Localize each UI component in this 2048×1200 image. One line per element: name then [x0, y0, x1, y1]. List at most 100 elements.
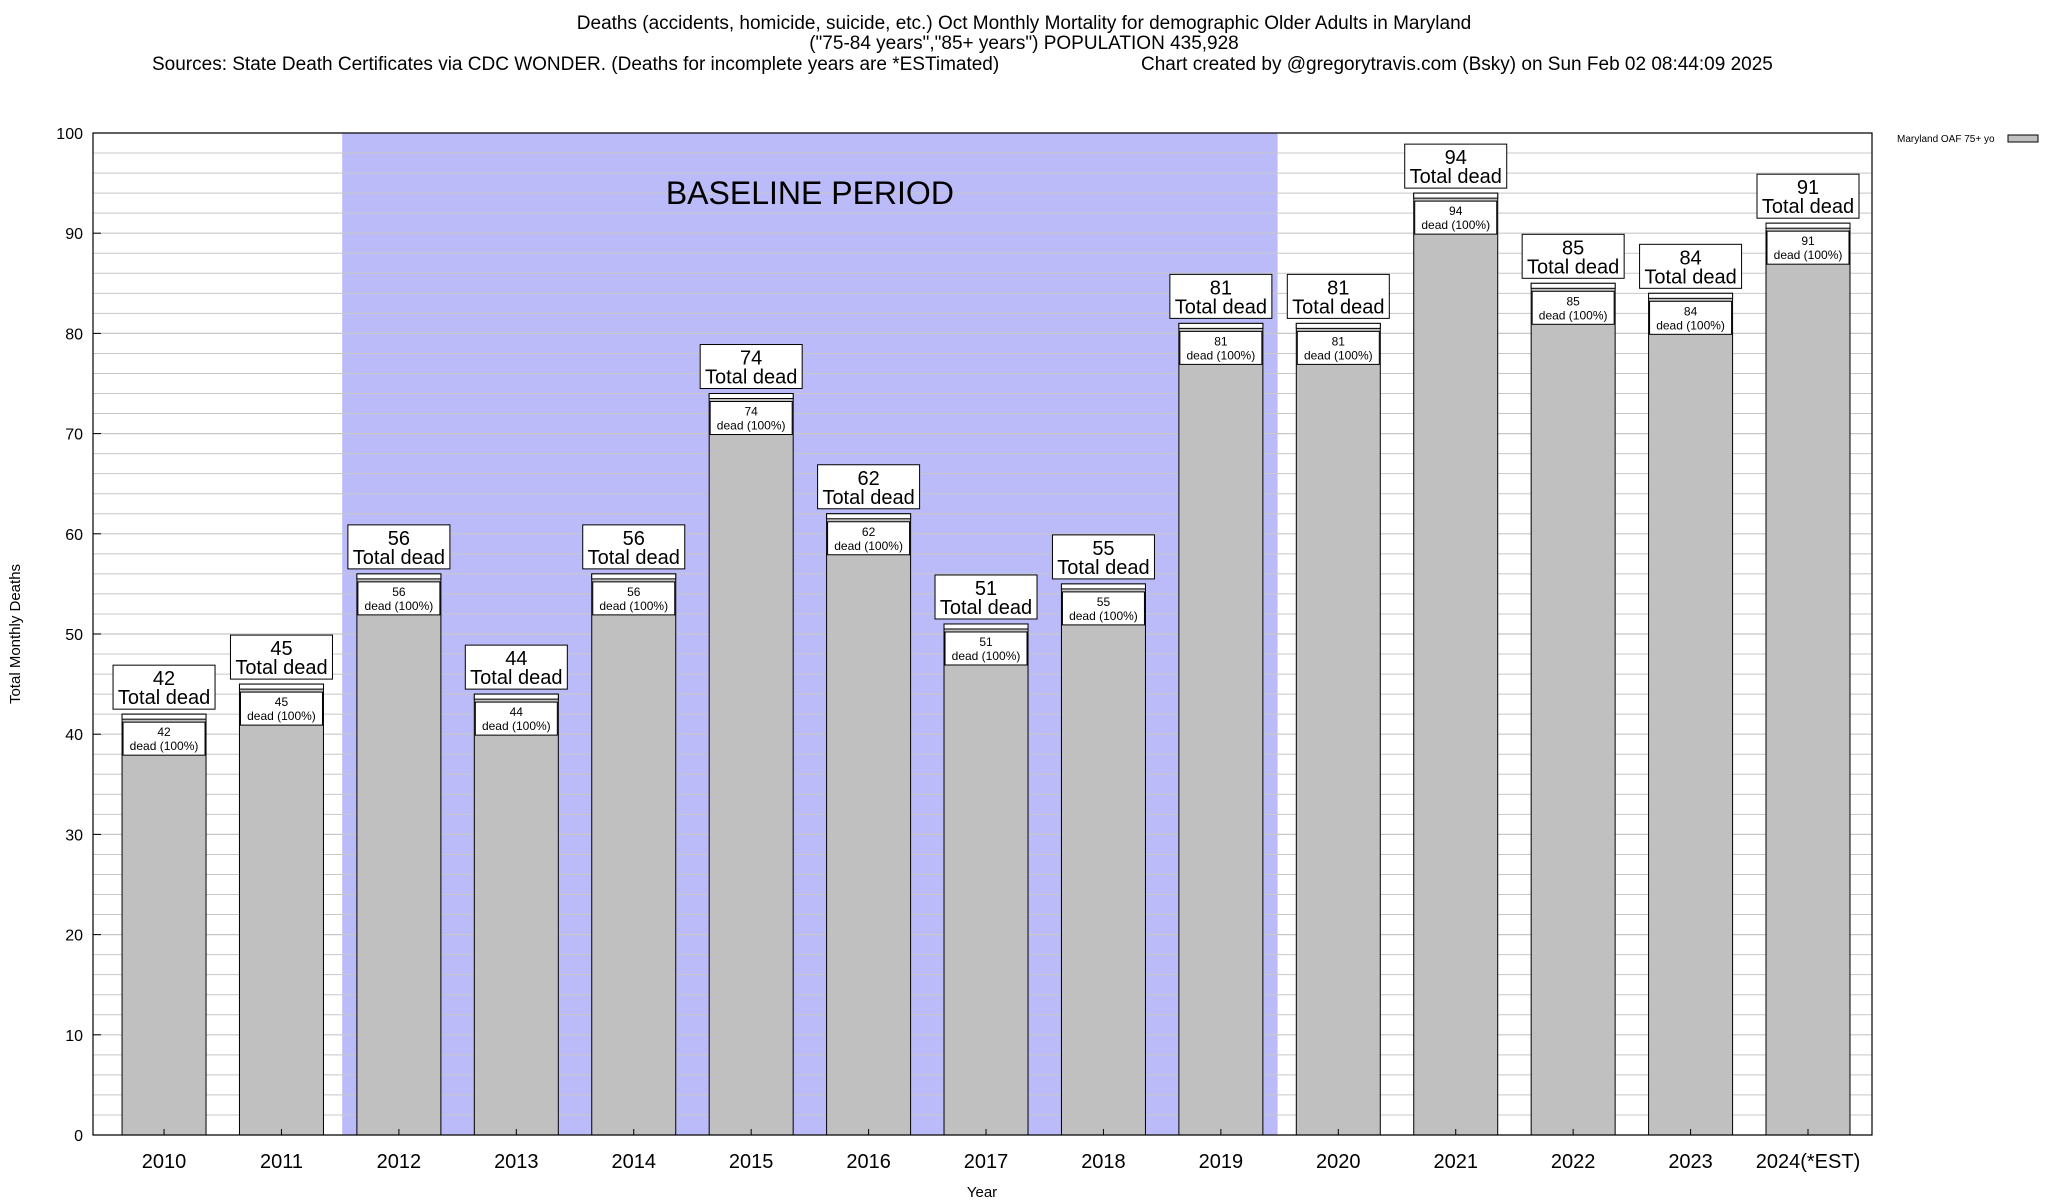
inner-label-value: 81	[1214, 334, 1228, 348]
legend-label: Maryland OAF 75+ yo	[1897, 134, 1995, 145]
inner-label-value: 94	[1449, 204, 1463, 218]
outer-label-box	[817, 464, 921, 510]
inner-label-value: 62	[862, 525, 876, 539]
outer-label-value: 42	[153, 668, 175, 690]
bar-cap	[238, 683, 324, 690]
outer-label-text: Total dead	[118, 687, 210, 709]
inner-label-box	[709, 401, 793, 436]
bar-cap	[1648, 292, 1734, 299]
inner-label-text: dead (100%)	[1304, 348, 1373, 362]
x-tick-label: 2010	[142, 1151, 187, 1173]
chart-title-line2: ("75-84 years","85+ years") POPULATION 4…	[809, 33, 1239, 54]
outer-label-value: 94	[1445, 147, 1467, 169]
bar-cap	[1295, 322, 1381, 329]
inner-label-box	[474, 701, 558, 736]
baseline-period-label: BASELINE PERIOD	[666, 175, 954, 211]
outer-label-text: Total dead	[1292, 296, 1384, 318]
inner-label-text: dead (100%)	[1656, 318, 1725, 332]
outer-label-box	[582, 524, 686, 570]
inner-label-text: dead (100%)	[1187, 348, 1256, 362]
y-tick-label: 90	[65, 226, 83, 243]
inner-label-value: 74	[744, 405, 758, 419]
y-tick-label: 40	[65, 727, 83, 744]
inner-label-box	[1766, 230, 1850, 265]
y-tick-label: 50	[65, 627, 83, 644]
y-tick-label: 100	[56, 126, 83, 143]
legend-swatch	[2007, 134, 2039, 143]
outer-label-box	[1756, 173, 1860, 219]
bar-cap	[1060, 583, 1146, 590]
outer-label-box	[699, 344, 803, 390]
x-tick-label: 2017	[964, 1151, 1009, 1173]
x-tick-label: 2021	[1433, 1151, 1478, 1173]
chart-title-line1: Deaths (accidents, homicide, suicide, et…	[576, 13, 1472, 34]
y-tick-label: 10	[65, 1028, 83, 1045]
inner-label-value: 81	[1332, 334, 1346, 348]
inner-label-value: 51	[979, 635, 993, 649]
outer-label-text: Total dead	[470, 667, 562, 689]
outer-label-text: Total dead	[588, 547, 680, 569]
outer-label-value: 74	[740, 348, 762, 370]
bar-2020	[1295, 322, 1381, 1136]
x-tick-label: 2020	[1316, 1151, 1361, 1173]
inner-label-box	[1414, 200, 1498, 235]
inner-label-box	[1296, 330, 1380, 365]
chart-sources: Sources: State Death Certificates via CD…	[152, 54, 1000, 75]
bar-cap	[1765, 222, 1851, 229]
outer-label-value: 81	[1210, 277, 1232, 299]
y-tick-label: 30	[65, 827, 83, 844]
bar-cap	[1530, 282, 1616, 289]
x-tick-label: 2019	[1199, 1151, 1244, 1173]
x-tick-label: 2014	[611, 1151, 656, 1173]
outer-label-box	[934, 574, 1038, 620]
bar-cap	[1413, 192, 1499, 199]
bar-2018	[1060, 583, 1146, 1136]
outer-label-text: Total dead	[353, 547, 445, 569]
outer-label-text: Total dead	[1175, 296, 1267, 318]
outer-label-value: 44	[505, 648, 527, 670]
inner-label-box	[357, 581, 441, 616]
inner-label-value: 91	[1801, 234, 1815, 248]
bar-cap	[826, 513, 912, 520]
outer-label-box	[464, 644, 568, 690]
plot-frame	[92, 132, 1873, 1136]
y-axis-title: Total Monthly Deaths	[7, 564, 24, 704]
chart-title: Deaths (accidents, homicide, suicide, et…	[0, 14, 2048, 54]
bar-2011	[238, 683, 324, 1136]
inner-label-value: 56	[627, 585, 641, 599]
bar-2021	[1413, 192, 1499, 1136]
bar-2012	[356, 573, 442, 1136]
inner-label-box	[239, 691, 323, 726]
inner-label-box	[1649, 300, 1733, 335]
inner-label-box	[1179, 330, 1263, 365]
bar-cap	[708, 393, 794, 400]
x-tick-label: 2013	[494, 1151, 539, 1173]
inner-label-box	[827, 521, 911, 556]
outer-label-value: 91	[1797, 177, 1819, 199]
outer-label-value: 56	[388, 528, 410, 550]
x-tick-label: 2018	[1081, 1151, 1126, 1173]
outer-label-value: 55	[1092, 538, 1114, 560]
inner-label-box	[122, 721, 206, 756]
outer-label-box	[112, 664, 216, 710]
outer-label-value: 51	[975, 578, 997, 600]
outer-label-value: 45	[270, 638, 292, 660]
x-tick-label: 2016	[846, 1151, 891, 1173]
outer-label-text: Total dead	[822, 487, 914, 509]
bar-2010	[121, 713, 207, 1136]
y-tick-label: 20	[65, 928, 83, 945]
y-tick-label: 80	[65, 326, 83, 343]
inner-label-box	[1531, 290, 1615, 325]
outer-label-value: 85	[1562, 237, 1584, 259]
bar-cap	[121, 713, 207, 720]
bar-2017	[943, 623, 1029, 1136]
outer-label-text: Total dead	[940, 597, 1032, 619]
bar-2014	[591, 573, 677, 1136]
outer-label-box	[229, 634, 333, 680]
outer-label-text: Total dead	[1057, 557, 1149, 579]
bar-2019	[1178, 322, 1264, 1136]
outer-label-text: Total dead	[1644, 266, 1736, 288]
inner-label-box	[1061, 591, 1145, 626]
outer-label-box	[1521, 233, 1625, 279]
x-tick-label: 2024(*EST)	[1756, 1151, 1861, 1173]
